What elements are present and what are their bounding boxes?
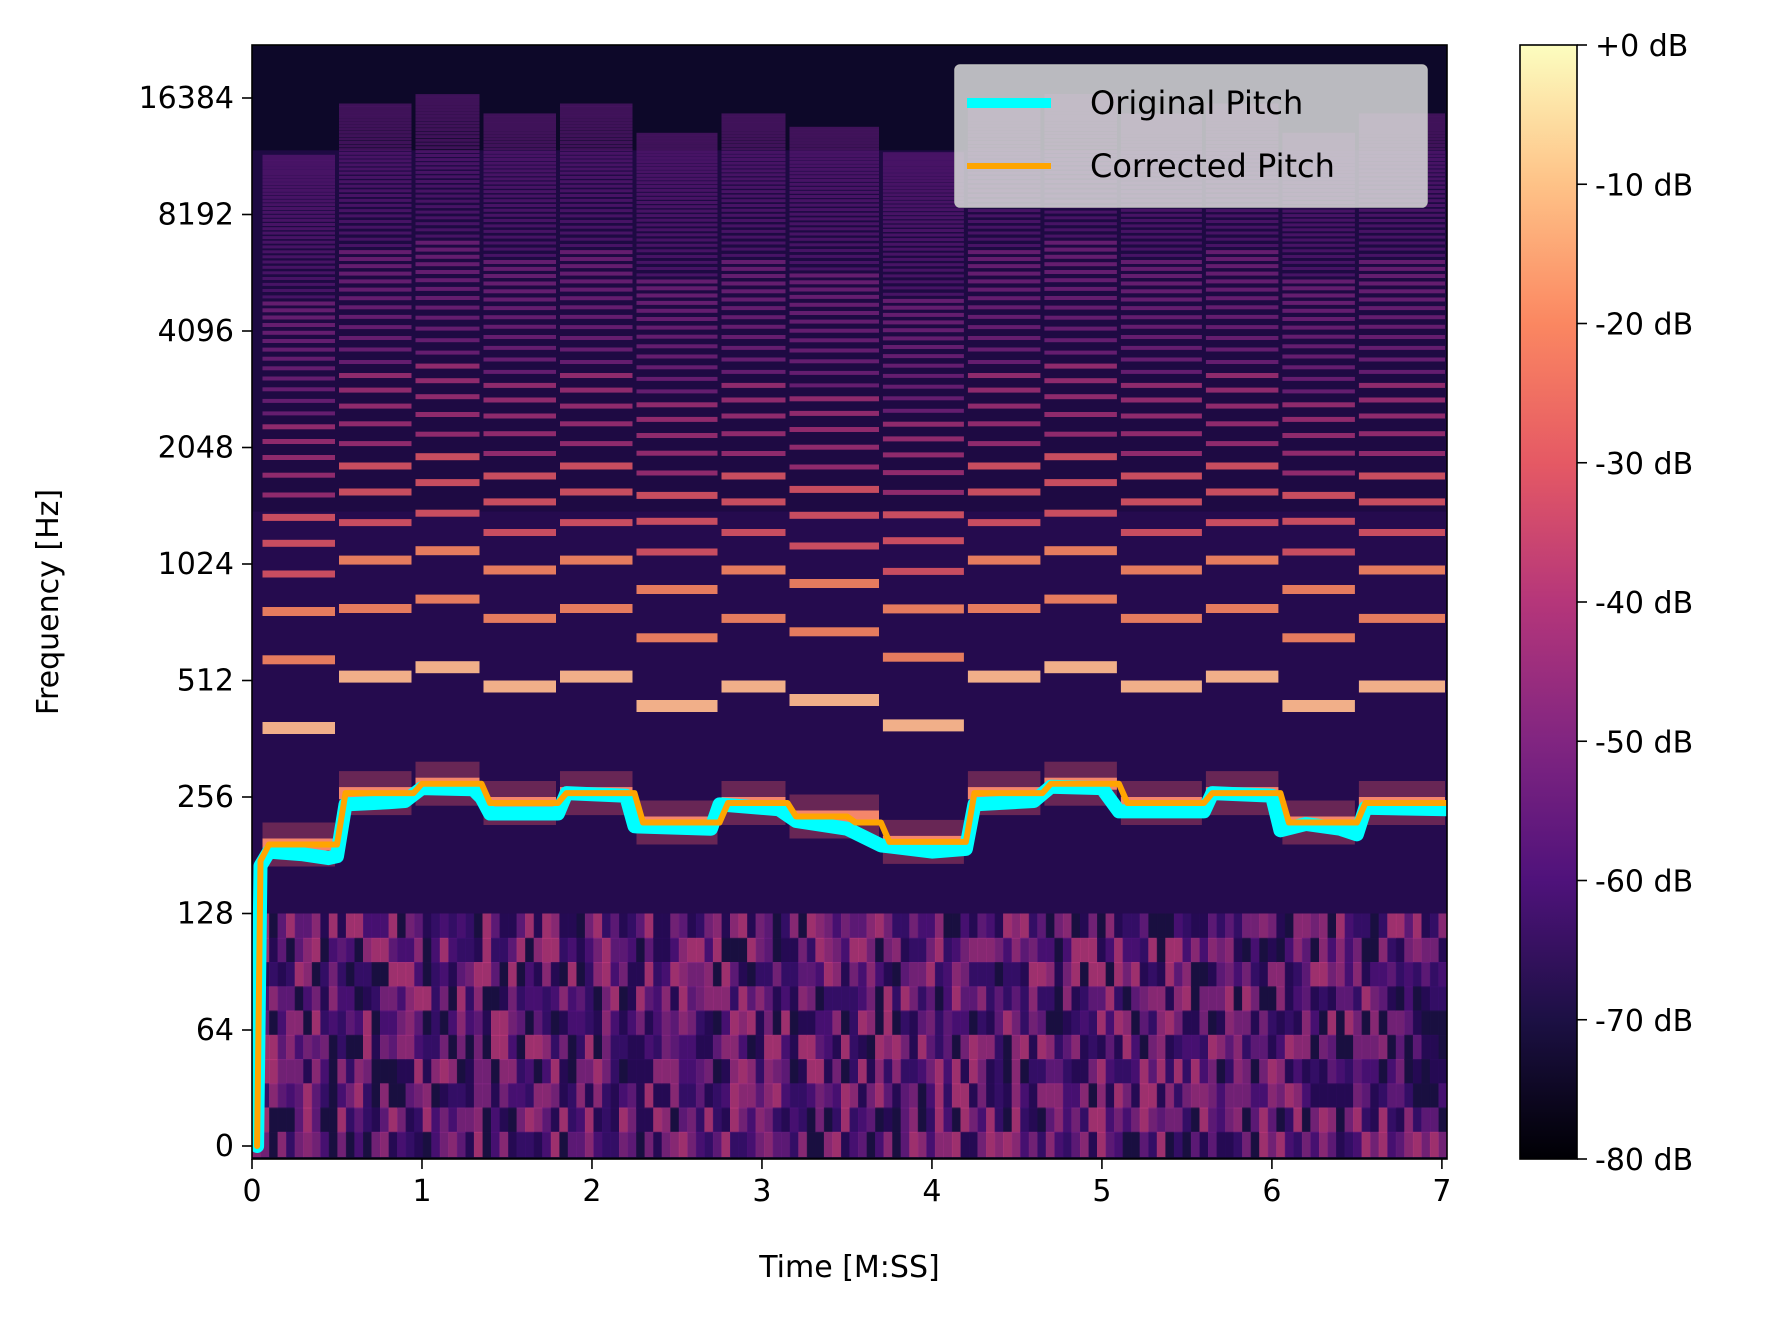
colorbar-tick-label: -30 dB xyxy=(1595,447,1693,482)
plot-frame xyxy=(251,44,1448,1160)
legend-label: Corrected Pitch xyxy=(1090,147,1335,185)
y-tick-label: 0 xyxy=(215,1129,234,1164)
colorbar-tick-label: -10 dB xyxy=(1595,168,1693,203)
y-tick-label: 128 xyxy=(177,897,234,932)
y-tick-label: 2048 xyxy=(158,431,234,466)
colorbar-tick-label: -50 dB xyxy=(1595,725,1693,760)
y-tick-label: 1024 xyxy=(158,547,234,582)
legend-box xyxy=(954,64,1428,208)
x-tick-label: 0 xyxy=(242,1174,261,1209)
y-tick-label: 512 xyxy=(177,664,234,699)
y-axis: 0 64 128 256 512 1024 2048 4096 8192 16384 xyxy=(139,81,252,1164)
colorbar-tick-label: -70 dB xyxy=(1595,1004,1693,1039)
spectrogram-image xyxy=(252,45,1447,1159)
y-tick-label: 8192 xyxy=(158,198,234,233)
x-tick-label: 5 xyxy=(1092,1174,1111,1209)
colorbar-tick-label: -80 dB xyxy=(1595,1143,1693,1178)
x-tick-label: 1 xyxy=(412,1174,431,1209)
x-tick-label: 6 xyxy=(1262,1174,1281,1209)
x-axis: 0 1 2 3 4 5 6 7 xyxy=(242,1159,1451,1209)
y-axis-label: Frequency [Hz] xyxy=(31,489,66,715)
y-tick-label: 4096 xyxy=(158,314,234,349)
colorbar-tick-label: -40 dB xyxy=(1595,586,1693,621)
y-tick-label: 256 xyxy=(177,780,234,815)
colorbar-tick-label: -20 dB xyxy=(1595,308,1693,343)
legend: Original Pitch Corrected Pitch xyxy=(954,64,1428,208)
colorbar-gradient xyxy=(1519,44,1578,1160)
x-axis-label: Time [M:SS] xyxy=(758,1250,939,1285)
x-tick-label: 2 xyxy=(582,1174,601,1209)
x-tick-label: 7 xyxy=(1432,1174,1451,1209)
colorbar-tick-label: -60 dB xyxy=(1595,865,1693,900)
y-tick-label: 16384 xyxy=(139,81,234,116)
legend-label: Original Pitch xyxy=(1090,84,1303,122)
low-frequency-noise xyxy=(252,913,1447,1158)
x-tick-label: 4 xyxy=(922,1174,941,1209)
pitch-lines xyxy=(252,779,1447,1153)
y-tick-label: 64 xyxy=(196,1013,234,1048)
colorbar-tick-label: +0 dB xyxy=(1595,29,1688,64)
series-line-corrected-pitch xyxy=(254,780,1447,1149)
x-tick-label: 3 xyxy=(752,1174,771,1209)
colorbar: +0 dB -10 dB -20 dB -30 dB -40 dB -50 dB -60 d… xyxy=(1519,29,1693,1178)
